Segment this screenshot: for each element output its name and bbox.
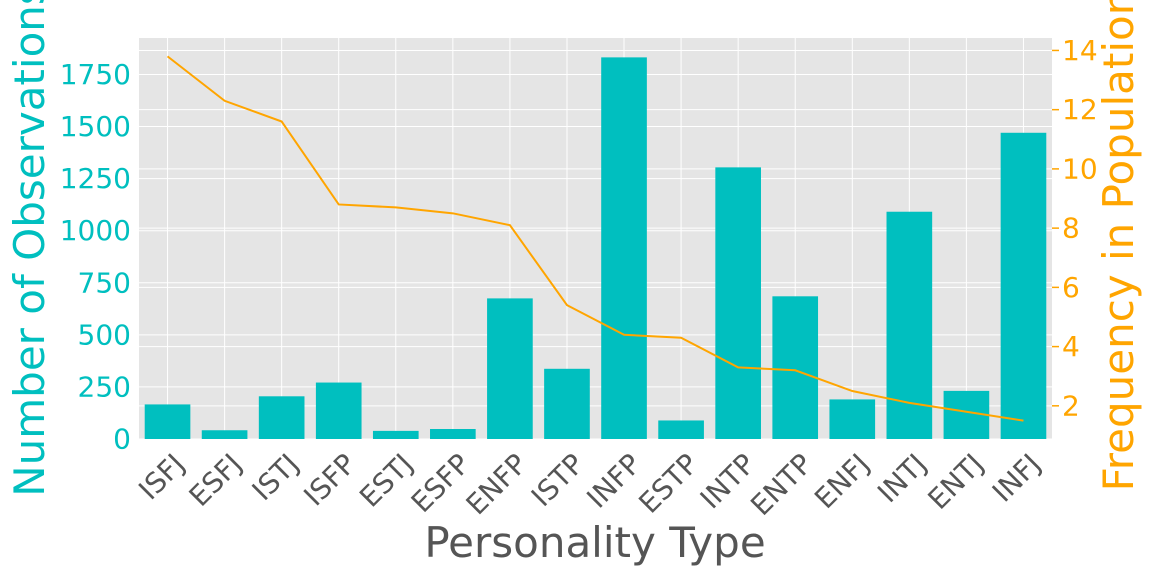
x-tick-label-intj: INTJ	[871, 447, 933, 509]
left-tick-label: 1500	[60, 110, 131, 143]
x-tick-label-esfj: ESFJ	[183, 447, 249, 513]
bar-intj	[886, 211, 933, 439]
right-tick-label: 4	[1062, 330, 1080, 363]
bar-istp	[544, 368, 590, 439]
x-tick-label-entp: ENTP	[744, 447, 819, 522]
x-tick-label-enfp: ENFP	[460, 447, 534, 521]
x-tick-label-istp: ISTP	[525, 447, 591, 513]
frequency-line	[166, 55, 1024, 422]
x-tick-label-entj: ENTJ	[921, 447, 990, 516]
bar-series	[144, 57, 1047, 440]
bar-enfj	[829, 399, 876, 439]
bar-isfp	[315, 382, 362, 439]
bar-enfp	[487, 298, 533, 439]
left-axis-ticks: 0 250 500 750 1000 1250 1500 1750	[60, 58, 131, 456]
right-axis-ticks: 2 4 6 8 10 12 14	[1052, 34, 1098, 422]
bar-istj	[258, 396, 305, 439]
right-tick-label: 8	[1062, 212, 1080, 245]
x-tick-label-estp: ESTP	[632, 447, 704, 519]
x-tick-label-enfj: ENFJ	[808, 447, 876, 515]
left-tick-label: 500	[78, 318, 131, 351]
left-tick-label: 1750	[60, 58, 131, 91]
right-tick-label: 6	[1062, 271, 1080, 304]
bar-estj	[372, 430, 419, 439]
bar-entp	[772, 296, 819, 439]
left-tick-label: 0	[113, 423, 131, 456]
left-tick-label: 1250	[60, 162, 131, 195]
x-axis-title: Personality Type	[424, 518, 765, 567]
left-tick-label: 1000	[60, 214, 131, 247]
bar-infp	[601, 57, 647, 439]
left-tick-label: 250	[78, 370, 131, 403]
left-axis-title: Number of Observations	[5, 0, 54, 497]
bar-esfj	[201, 430, 248, 439]
left-tick-label: 750	[78, 266, 131, 299]
bar-intp	[715, 167, 761, 439]
right-tick-label: 12	[1062, 93, 1098, 126]
bar-esfp	[430, 429, 476, 439]
x-tick-label-isfj: ISFJ	[132, 447, 191, 506]
bar-infj	[1000, 132, 1047, 440]
x-axis-ticks: ISFJESFJISTJISFPESTJESFPENFPISTPINFPESTP…	[132, 447, 1047, 522]
x-tick-label-infj: INFJ	[986, 447, 1047, 508]
right-tick-label: 2	[1062, 389, 1080, 422]
x-tick-label-estj: ESTJ	[353, 447, 419, 513]
bar-isfj	[144, 404, 191, 439]
right-axis-title: Frequency in Population	[1094, 0, 1143, 491]
bar-estp	[658, 420, 704, 439]
x-tick-label-isfp: ISFP	[297, 447, 362, 512]
x-tick-label-infp: INFP	[580, 447, 647, 514]
right-tick-label: 10	[1062, 152, 1098, 185]
x-tick-label-istj: ISTJ	[246, 447, 306, 507]
right-tick-label: 14	[1062, 34, 1098, 67]
x-tick-label-esfp: ESFP	[405, 447, 477, 519]
